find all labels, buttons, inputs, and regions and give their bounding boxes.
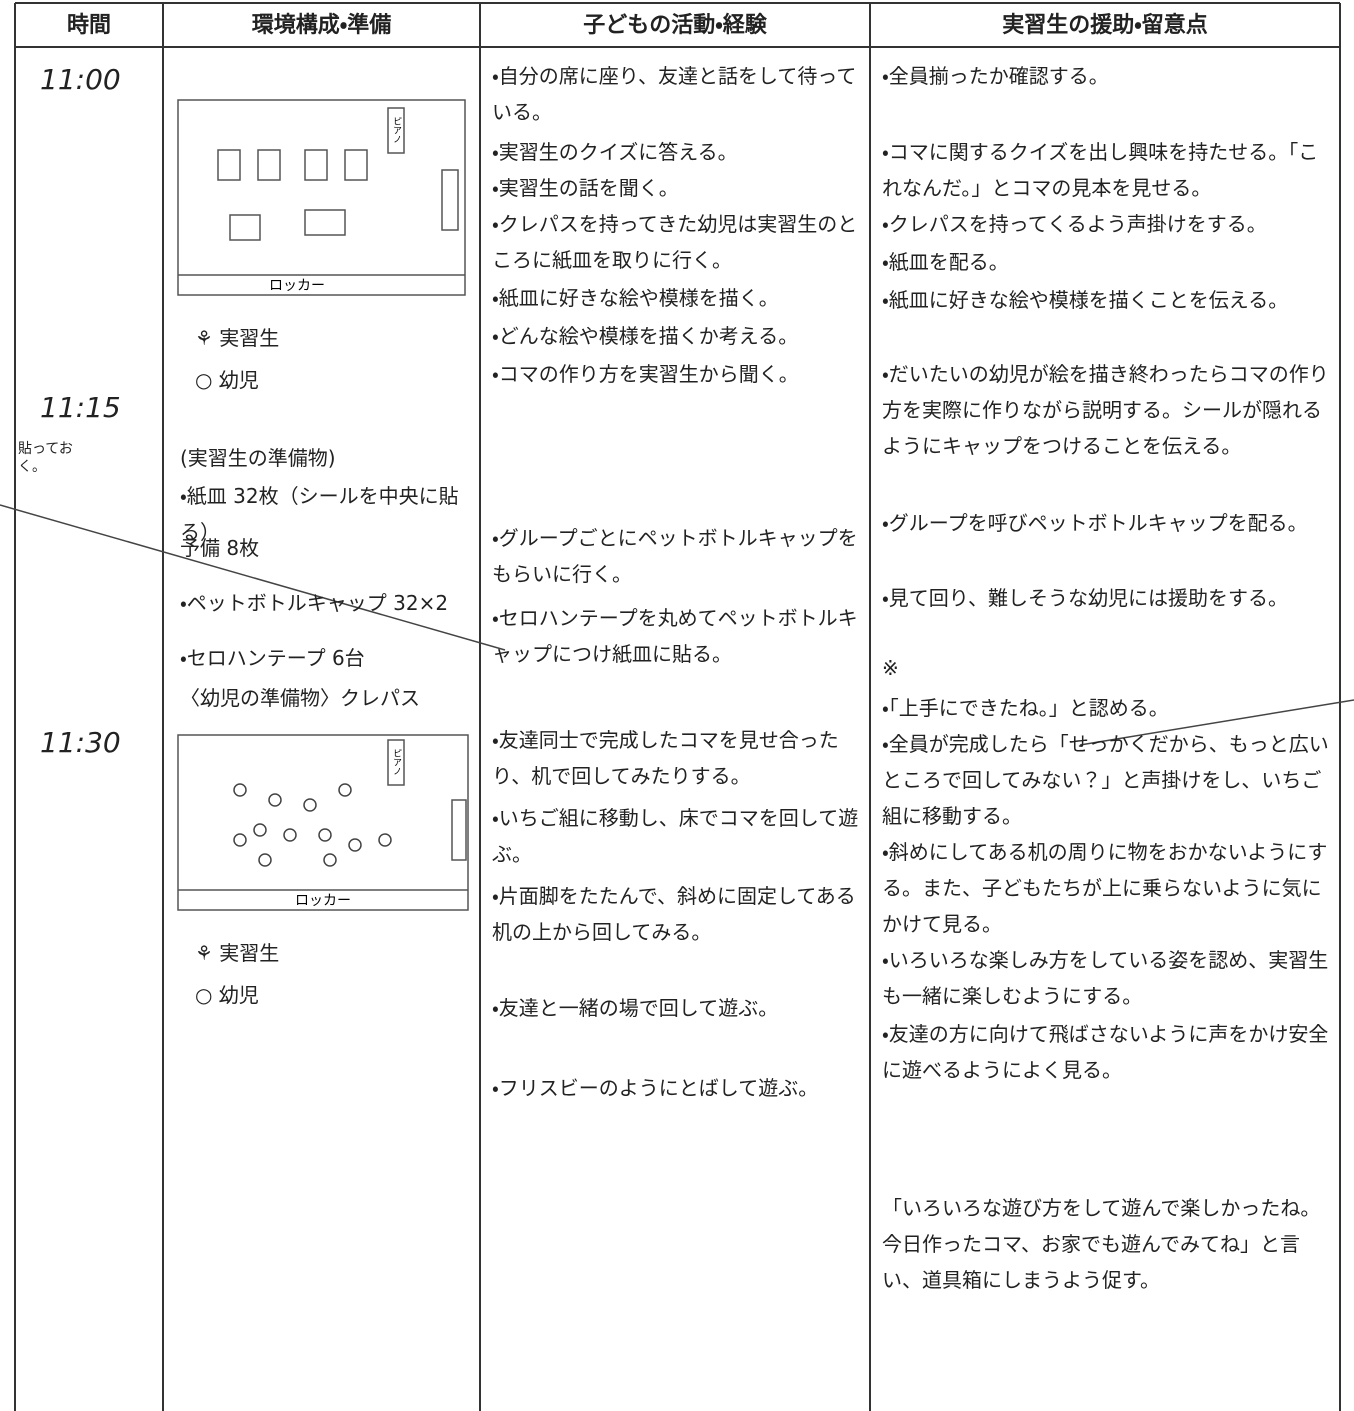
legend: ⚘ 実習生	[195, 326, 280, 350]
env-item: ・セロハンテープ 6台	[180, 646, 365, 670]
support: ・いろいろな楽しみ方をしている姿を認め、実習生も一緒に楽しむようにする。	[882, 948, 1329, 1008]
env-item: ・紙皿 32枚（シールを中央に貼る）	[180, 484, 459, 544]
support: ・全員揃ったか確認する。	[882, 64, 1109, 88]
env-item: ・ペットボトルキャップ 32×2	[180, 591, 449, 615]
time: 11:30	[40, 726, 121, 759]
support: ・斜めにしてある机の周りに物をおかないようにする。また、子どもたちが上に乗らない…	[882, 840, 1328, 936]
support: ・見て回り、難しそうな幼児には援助をする。	[882, 586, 1288, 610]
time: 11:00	[40, 63, 121, 96]
support: ・友達の方に向けて飛ばさないように声をかけ安全に遊べるようによく見る。	[882, 1022, 1329, 1082]
time: 11:15	[40, 391, 121, 424]
support: ・「上手にできたね。」と認める。	[882, 696, 1169, 720]
activity: ・いちご組に移動し、床でコマを回して遊ぶ。	[492, 806, 859, 866]
env-item: 予備 8枚	[180, 536, 260, 560]
diagram-label: ピアノ	[391, 748, 401, 775]
activity: ・セロハンテープを丸めてペットボトルキャップにつけ紙皿に貼る。	[492, 606, 858, 666]
legend: ○ 幼児	[195, 983, 259, 1007]
activity: ・実習生の話を聞く。	[492, 176, 679, 200]
activity: ・紙皿に好きな絵や模様を描く。	[492, 286, 779, 310]
activity: ・コマの作り方を実習生から聞く。	[492, 362, 799, 386]
env-item: (実習生の準備物)	[180, 446, 336, 470]
activity: ・どんな絵や模様を描くか考える。	[492, 324, 799, 348]
activity: ・クレパスを持ってきた幼児は実習生のところに紙皿を取りに行く。	[492, 212, 858, 272]
diagram-label: ピアノ	[391, 116, 401, 143]
header-cell: 実習生の援助・留意点	[1002, 13, 1208, 38]
activity: ・片面脚をたたんで、斜めに固定してある机の上から回してみる。	[492, 884, 856, 944]
env-item: 〈幼児の準備物〉クレパス	[180, 686, 420, 710]
support: ・紙皿に好きな絵や模様を描くことを伝える。	[882, 288, 1289, 312]
activity: ・実習生のクイズに答える。	[492, 140, 738, 164]
support: ・コマに関するクイズを出し興味を持たせる。「これなんだ。」とコマの見本を見せる。	[882, 140, 1319, 200]
legend: ⚘ 実習生	[195, 941, 280, 965]
activity: ・フリスビーのようにとばして遊ぶ。	[492, 1076, 819, 1100]
activity: ・自分の席に座り、友達と話をして待っている。	[492, 64, 857, 124]
diagram-label: ロッカー	[269, 278, 325, 294]
activity: ・友達同士で完成したコマを見せ合ったり、机で回してみたりする。	[492, 728, 839, 788]
legend: ○ 幼児	[195, 368, 259, 392]
header-cell: 環境構成・準備	[251, 13, 392, 38]
activity: ・グループごとにペットボトルキャップをもらいに行く。	[492, 526, 858, 586]
activity: ・友達と一緒の場で回して遊ぶ。	[492, 996, 779, 1020]
support: ※	[882, 656, 899, 680]
header-cell: 子どもの活動・経験	[583, 13, 767, 38]
support: 「いろいろな遊び方をして遊んで楽しかったね。今日作ったコマ、お家でも遊んでみてね…	[882, 1196, 1321, 1292]
header-cell: 時間	[66, 13, 111, 38]
support: ・クレパスを持ってくるよう声掛けをする。	[882, 212, 1267, 236]
support: ・グループを呼びペットボトルキャップを配る。	[882, 511, 1308, 535]
diagram-label: ロッカー	[295, 893, 351, 909]
support: ・だいたいの幼児が絵を描き終わったらコマの作り方を実際に作りながら説明する。シー…	[882, 362, 1329, 458]
margin-note: 貼っておく。	[18, 441, 73, 475]
support: ・紙皿を配る。	[882, 250, 1009, 274]
support: ・全員が完成したら「せっかくだから、もっと広いところで回してみない？」と声掛けを…	[882, 732, 1329, 828]
